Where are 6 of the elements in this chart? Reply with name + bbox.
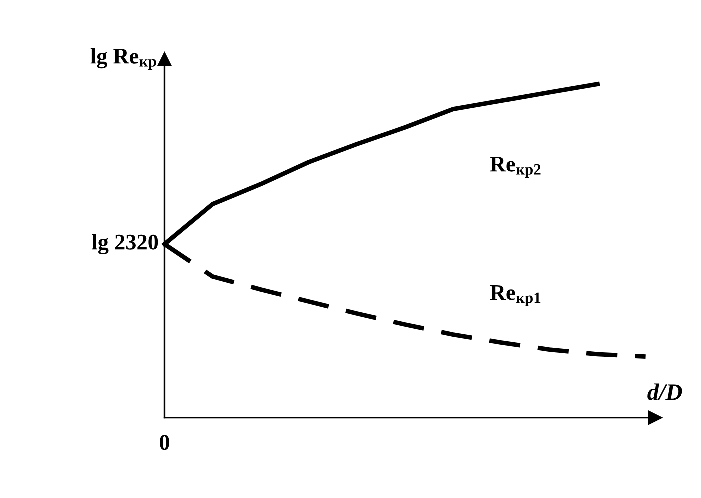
text: 0 [160, 435, 170, 450]
text: Re$_{кр2}$ [490, 157, 541, 178]
text: lg 2320 [92, 234, 158, 255]
series-label: Re$_{кр1}$ [490, 286, 541, 306]
y-axis-title: lg Re$_{кр}$ [90, 48, 156, 70]
x-axis-title: d/D [648, 384, 682, 400]
